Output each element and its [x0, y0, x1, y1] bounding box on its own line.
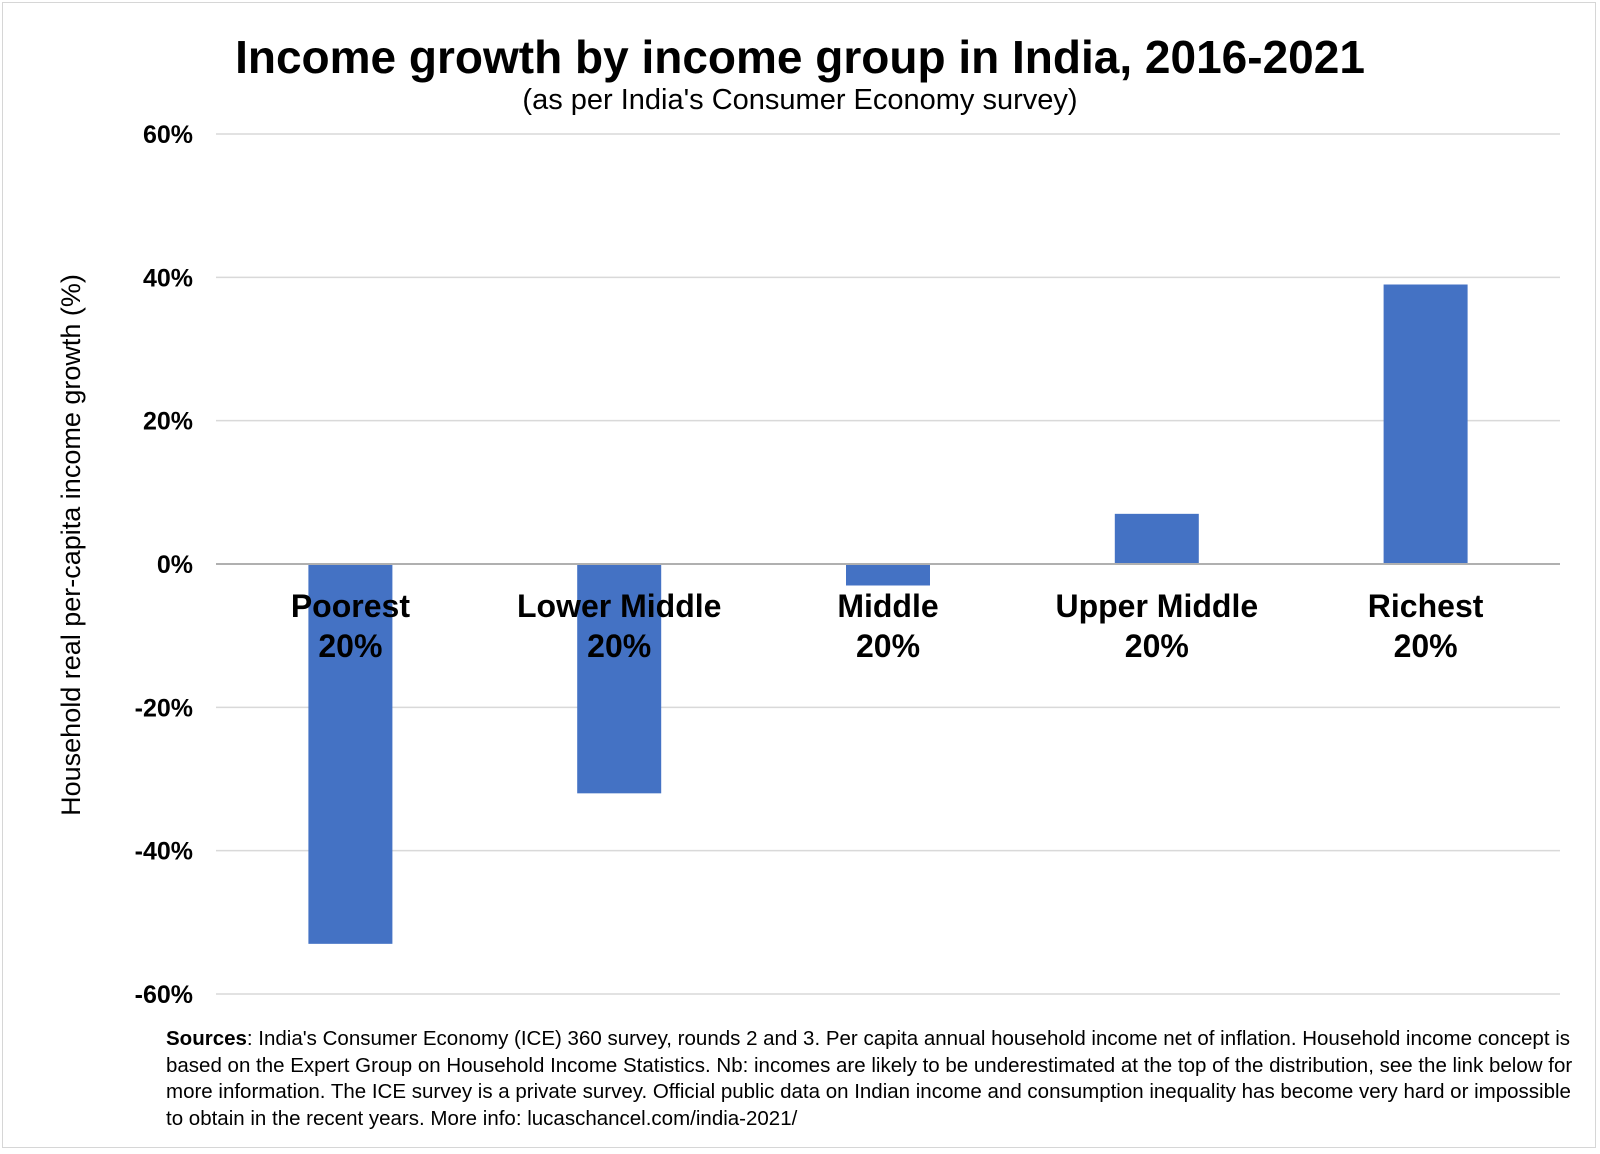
y-tick-label: -40% — [135, 838, 193, 866]
sources-note: Sources: India's Consumer Economy (ICE) … — [166, 1026, 1576, 1132]
y-tick-label: 60% — [143, 121, 193, 149]
y-tick-label: -20% — [135, 694, 193, 722]
bar — [1114, 513, 1199, 564]
chart-subtitle: (as per India's Consumer Economy survey) — [522, 84, 1078, 116]
category-label: Lower Middle 20% — [517, 588, 721, 664]
sources-label: Sources — [166, 1027, 247, 1050]
category-label: Middle 20% — [837, 588, 938, 664]
category-label: Poorest 20% — [291, 588, 410, 664]
y-axis-ticks: 60% 40% 20% 0% -20% -40% -60% — [135, 121, 193, 1009]
bar — [308, 564, 393, 944]
y-tick-label: 40% — [143, 264, 193, 292]
category-label: Upper Middle 20% — [1055, 588, 1258, 664]
gridlines — [216, 133, 1560, 995]
bar — [846, 564, 930, 586]
y-tick-label: -60% — [135, 981, 193, 1009]
chart-title: Income growth by income group in India, … — [235, 31, 1365, 83]
category-labels: Poorest 20% Lower Middle 20% Middle 20% Upper … — [291, 588, 1484, 664]
sources-text: : India's Consumer Economy (ICE) 360 sur… — [166, 1027, 1573, 1130]
y-axis-label: Household real per-capita income growth … — [56, 274, 86, 816]
category-label: Richest 20% — [1368, 588, 1484, 664]
y-tick-label: 0% — [157, 551, 193, 579]
bar — [577, 564, 662, 794]
bar — [1383, 284, 1468, 564]
bars — [308, 284, 1468, 944]
y-tick-label: 20% — [143, 408, 193, 436]
